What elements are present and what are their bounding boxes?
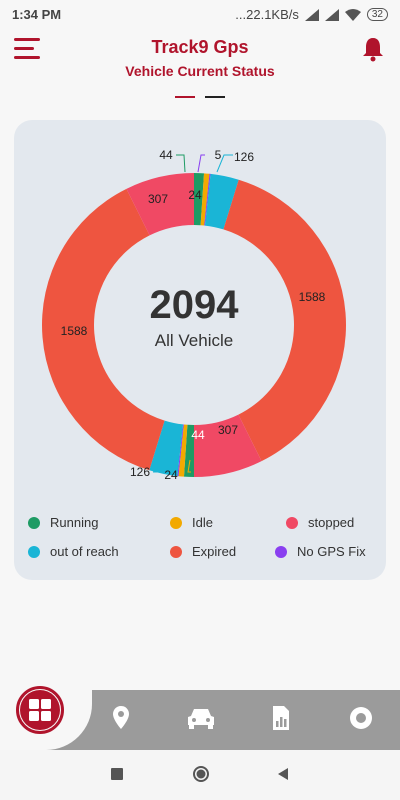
slice-right-no-gps-fix[interactable] — [204, 173, 211, 226]
legend-idle[interactable]: Idle — [170, 515, 213, 530]
home-dashboard-button[interactable] — [16, 686, 64, 734]
signal-icon — [304, 8, 319, 21]
slice-left-stopped[interactable] — [126, 173, 194, 236]
legend-label-expired: Expired — [192, 544, 237, 559]
legend-dot-running — [28, 516, 40, 529]
label-bottom-idle: 24 — [164, 468, 178, 482]
legend-out-of-reach[interactable]: out of reach — [28, 544, 119, 559]
slice-left-no-gps-fix[interactable] — [177, 424, 184, 477]
label-top-nogps: 5 — [215, 148, 222, 162]
legend-dot-stopped — [286, 516, 298, 529]
bottom-navigation — [0, 662, 400, 750]
signal-icon-2 — [324, 8, 339, 21]
menu-icon[interactable] — [14, 38, 42, 60]
legend-label-running: Running — [50, 515, 99, 530]
home-system-icon[interactable] — [192, 765, 210, 783]
bell-icon[interactable] — [360, 36, 386, 62]
label-top-stopped: 307 — [148, 192, 168, 206]
network-speed: ...22.1KB/s — [235, 7, 299, 22]
total-vehicle-count: 2094 — [150, 283, 240, 327]
slice-right-expired[interactable] — [223, 179, 347, 462]
battery-indicator: 32 — [366, 8, 388, 21]
status-time: 1:34 PM — [12, 7, 62, 22]
chart-legend: Running Idle stopped out of reach Expire… — [14, 500, 386, 580]
car-icon[interactable] — [186, 705, 216, 731]
page-dot — [205, 96, 225, 98]
home-button-ring — [16, 686, 64, 734]
legend-stopped[interactable]: stopped — [286, 515, 354, 530]
leader-line-top-running — [176, 154, 186, 173]
slice-right-running[interactable] — [194, 173, 205, 226]
legend-label-no-gps-fix: No GPS Fix — [297, 544, 366, 559]
label-top-idle: 24 — [188, 188, 202, 202]
label-top-running: 44 — [159, 148, 173, 162]
slice-left-idle[interactable] — [178, 424, 188, 477]
system-navigation-bar — [0, 750, 400, 800]
label-left-expired: 1588 — [61, 324, 88, 338]
donut-chart: 2094 All Vehicle 44 24 5 126 307 1588 15… — [41, 148, 347, 482]
back-icon[interactable] — [276, 767, 290, 781]
legend-label-out-of-reach: out of reach — [50, 544, 119, 559]
wifi-icon — [344, 8, 361, 21]
slice-left-out-of-reach[interactable] — [149, 420, 184, 477]
legend-dot-idle — [170, 516, 182, 529]
legend-dot-out-of-reach — [28, 545, 40, 558]
legend-dot-no-gps-fix — [275, 545, 287, 558]
legend-expired[interactable]: Expired — [170, 544, 236, 559]
slice-right-stopped[interactable] — [194, 414, 262, 477]
app-header: Track9 Gps Vehicle Current Status — [0, 30, 400, 110]
label-bottom-outofreach: 126 — [130, 465, 150, 479]
slice-right-out-of-reach[interactable] — [204, 173, 239, 230]
leader-line-bottom-idle — [187, 459, 191, 473]
leader-line-bottom-outofreach — [153, 459, 175, 473]
status-chart-card: 2094 All Vehicle 44 24 5 126 307 1588 15… — [14, 120, 386, 580]
legend-label-stopped: stopped — [308, 515, 355, 530]
slice-left-running[interactable] — [183, 424, 194, 477]
legend-running[interactable]: Running — [28, 515, 98, 530]
status-indicators: ...22.1KB/s 32 — [235, 7, 388, 22]
status-bar: 1:34 PM ...22.1KB/s 32 — [0, 0, 400, 30]
total-vehicle-label: All Vehicle — [155, 331, 233, 350]
location-pin-icon[interactable] — [108, 705, 134, 731]
label-top-outofreach: 126 — [234, 150, 254, 164]
record-icon[interactable] — [348, 705, 374, 731]
slice-left-expired[interactable] — [41, 188, 165, 471]
label-bottom-stopped: 307 — [218, 423, 238, 437]
legend-label-idle: Idle — [192, 515, 213, 530]
app-title: Track9 Gps — [151, 37, 249, 57]
page-subtitle: Vehicle Current Status — [125, 63, 275, 79]
recent-apps-icon[interactable] — [110, 767, 124, 781]
label-bottom-running: 44 — [191, 428, 205, 442]
leader-line-top-nogps — [197, 154, 205, 173]
legend-no-gps-fix[interactable]: No GPS Fix — [275, 544, 366, 559]
slice-right-idle[interactable] — [200, 173, 210, 226]
label-right-expired: 1588 — [299, 290, 326, 304]
page-indicator — [175, 96, 225, 99]
page-dot-active — [175, 96, 195, 98]
legend-dot-expired — [170, 545, 182, 558]
report-icon[interactable] — [268, 705, 294, 731]
leader-line-top-outofreach — [216, 154, 233, 173]
